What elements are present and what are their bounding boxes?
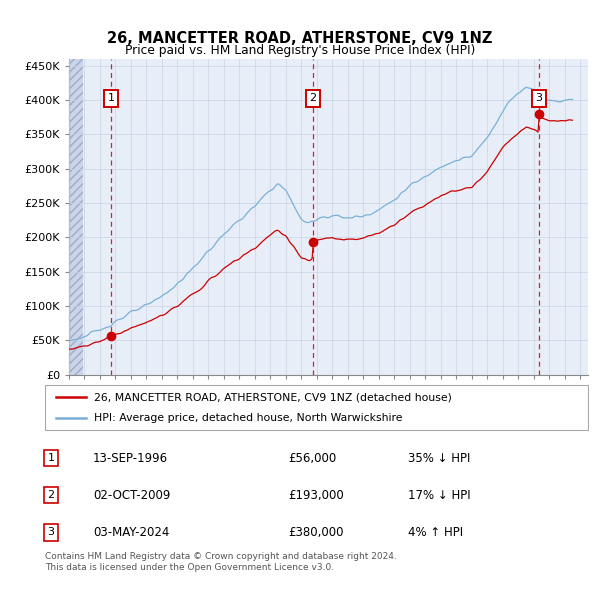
Text: 17% ↓ HPI: 17% ↓ HPI bbox=[408, 489, 470, 502]
Text: 2: 2 bbox=[47, 490, 55, 500]
Text: 13-SEP-1996: 13-SEP-1996 bbox=[93, 451, 168, 465]
Text: £193,000: £193,000 bbox=[288, 489, 344, 502]
Text: HPI: Average price, detached house, North Warwickshire: HPI: Average price, detached house, Nort… bbox=[94, 412, 403, 422]
Text: 4% ↑ HPI: 4% ↑ HPI bbox=[408, 526, 463, 539]
Text: 35% ↓ HPI: 35% ↓ HPI bbox=[408, 451, 470, 465]
Text: 02-OCT-2009: 02-OCT-2009 bbox=[93, 489, 170, 502]
Text: Price paid vs. HM Land Registry's House Price Index (HPI): Price paid vs. HM Land Registry's House … bbox=[125, 44, 475, 57]
Text: 3: 3 bbox=[47, 527, 55, 537]
Text: 2: 2 bbox=[310, 93, 317, 103]
FancyBboxPatch shape bbox=[45, 385, 588, 430]
Text: 3: 3 bbox=[536, 93, 542, 103]
Text: 1: 1 bbox=[47, 453, 55, 463]
Text: £56,000: £56,000 bbox=[288, 451, 336, 465]
Text: 26, MANCETTER ROAD, ATHERSTONE, CV9 1NZ (detached house): 26, MANCETTER ROAD, ATHERSTONE, CV9 1NZ … bbox=[94, 392, 452, 402]
Text: 1: 1 bbox=[107, 93, 115, 103]
Text: Contains HM Land Registry data © Crown copyright and database right 2024.
This d: Contains HM Land Registry data © Crown c… bbox=[45, 552, 397, 572]
Text: 26, MANCETTER ROAD, ATHERSTONE, CV9 1NZ: 26, MANCETTER ROAD, ATHERSTONE, CV9 1NZ bbox=[107, 31, 493, 45]
Text: 03-MAY-2024: 03-MAY-2024 bbox=[93, 526, 169, 539]
Text: £380,000: £380,000 bbox=[288, 526, 343, 539]
